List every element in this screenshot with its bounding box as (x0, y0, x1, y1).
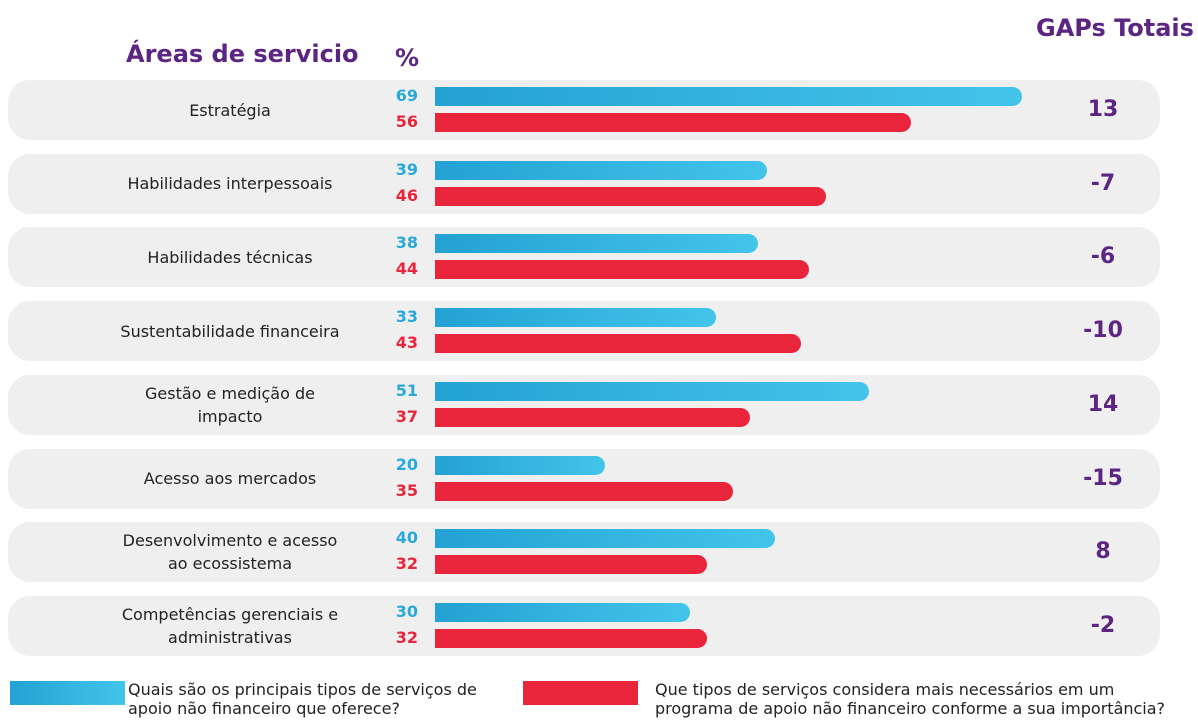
bar (435, 186, 826, 206)
value-label: 44 (395, 259, 418, 279)
category-header: Áreas de servicio (126, 40, 359, 68)
bar (435, 160, 767, 180)
legend-swatch (10, 681, 125, 705)
category-label: Desenvolvimento e acesso ao ecossistema (122, 531, 338, 574)
bar (435, 628, 707, 648)
bar (435, 308, 716, 328)
gap-header: GAPs Totais (1036, 14, 1194, 42)
category-label: Estratégia (189, 100, 271, 120)
value-label: 51 (395, 380, 418, 400)
gap-label: -7 (1090, 170, 1116, 196)
value-label: 43 (395, 333, 418, 353)
legend-label: Quais são os principais tipos de serviço… (128, 680, 477, 718)
gap-label: 14 (1087, 391, 1119, 417)
category-label: Sustentabilidade financeira (120, 321, 340, 341)
category-label: Habilidades interpessoais (127, 174, 333, 194)
category-label: Acesso aos mercados (143, 469, 317, 488)
legend-label: Que tipos de serviços considera mais nec… (655, 680, 1166, 718)
bar (435, 260, 809, 280)
value-label: 37 (395, 406, 418, 426)
value-label: 56 (395, 112, 418, 131)
bar (435, 455, 605, 475)
bar (435, 113, 911, 132)
gap-label: 13 (1087, 97, 1119, 122)
bar (435, 602, 690, 622)
value-header: % (395, 44, 420, 72)
bar (435, 381, 869, 401)
value-label: 33 (395, 307, 418, 327)
value-label: 46 (395, 185, 418, 205)
bar (435, 555, 707, 575)
gap-label: -6 (1090, 244, 1116, 270)
bar (435, 334, 801, 354)
value-label: 39 (395, 159, 418, 179)
gap-label: 8 (1095, 539, 1111, 565)
gap-label: -2 (1090, 612, 1116, 638)
bar (435, 87, 1022, 106)
value-label: 35 (395, 480, 418, 500)
value-label: 69 (395, 86, 418, 105)
category-label: Gestão e medição de impacto (145, 383, 315, 426)
value-label: 32 (395, 627, 418, 647)
category-label: Competências gerenciais e administrativa… (121, 604, 339, 647)
category-label: Habilidades técnicas (147, 247, 313, 267)
gap-label: -10 (1083, 318, 1123, 344)
value-label: 30 (395, 601, 418, 621)
legend-swatch (523, 681, 638, 705)
value-label: 32 (395, 554, 418, 574)
bar (435, 529, 775, 549)
value-label: 20 (395, 454, 418, 474)
bar (435, 407, 750, 427)
bar (435, 481, 733, 501)
value-label: 38 (395, 233, 418, 253)
value-label: 40 (395, 528, 418, 548)
gap-label: -15 (1083, 465, 1123, 491)
bar (435, 234, 758, 254)
